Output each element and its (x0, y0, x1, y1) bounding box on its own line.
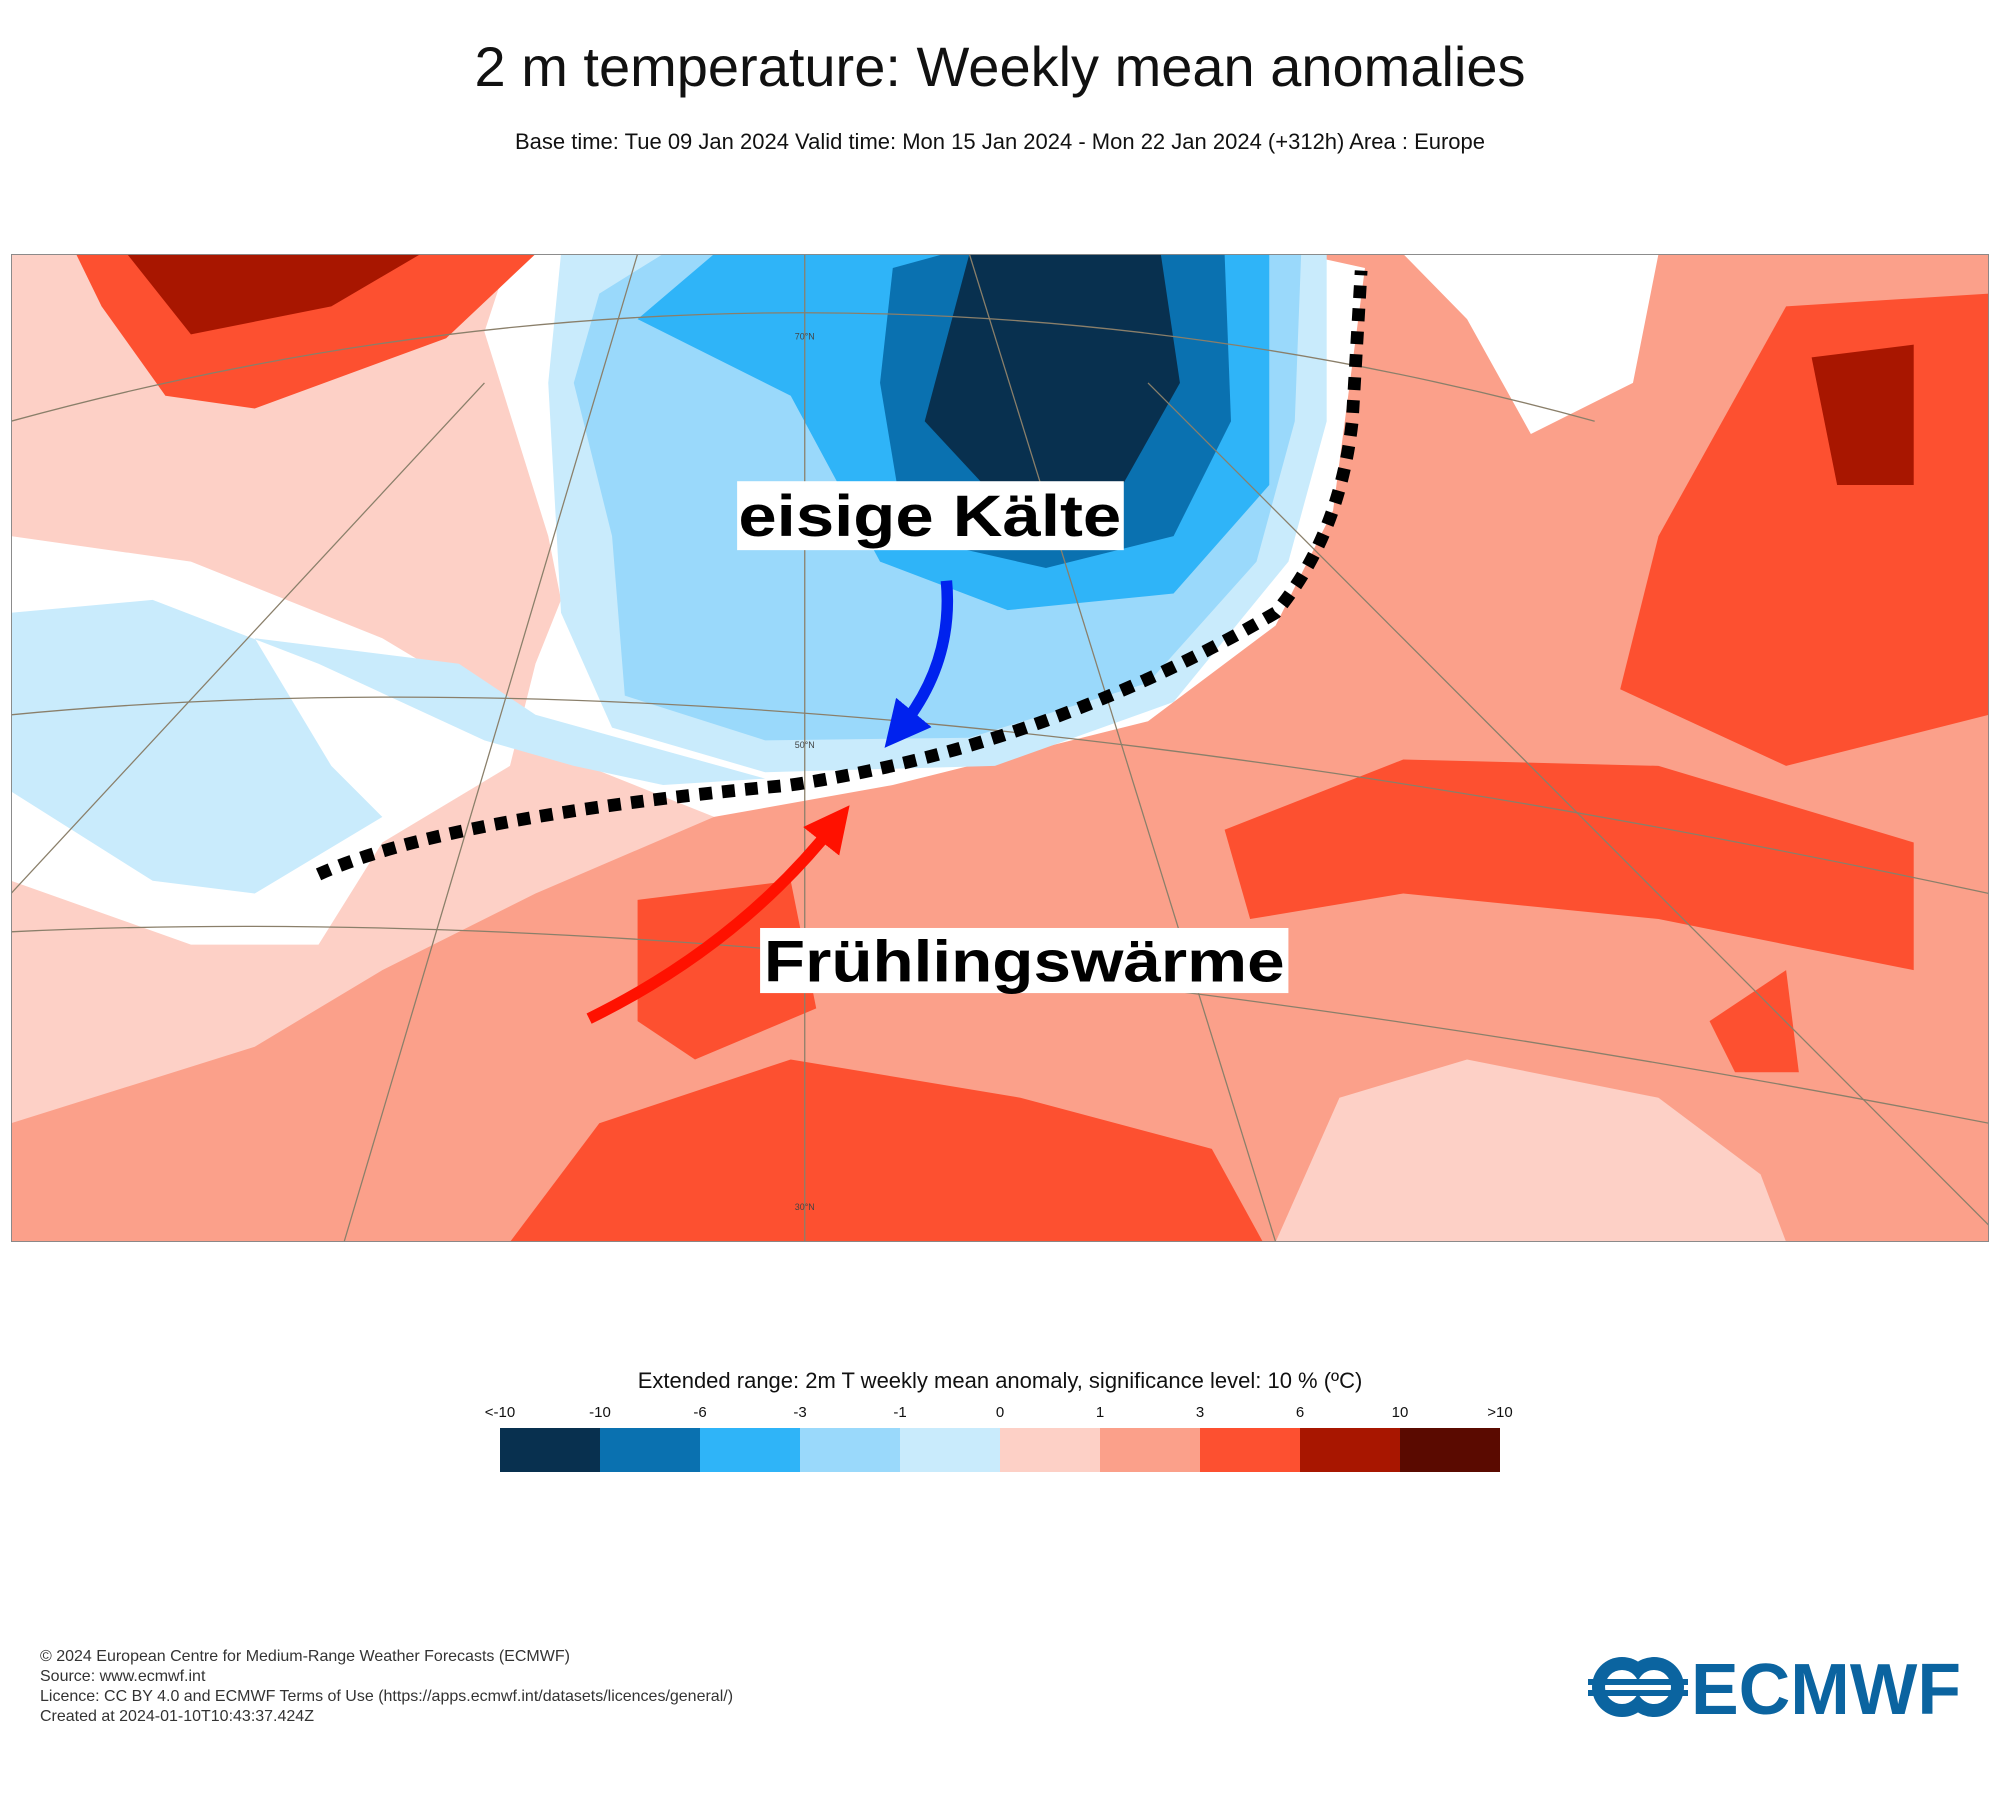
subtitle: Base time: Tue 09 Jan 2024 Valid time: M… (514, 129, 1486, 154)
logo-text: ECMWF (1691, 1652, 1961, 1730)
latitude-labels: 70°N 50°N 30°N (795, 332, 815, 1213)
footer-line: Source: www.ecmwf.int (40, 1668, 206, 1685)
legend-tick-label: -6 (693, 1404, 706, 1421)
anomaly-area (127, 254, 421, 335)
legend-swatch (700, 1428, 800, 1472)
map: 70°N 50°N 30°N eisige Kälte Frühlingswär… (11, 254, 1989, 1242)
legend-swatch (800, 1428, 900, 1472)
legend-tick-label: <-10 (485, 1404, 515, 1421)
footer: © 2024 European Centre for Medium-Range … (40, 1647, 733, 1727)
warm-arrow (586, 805, 850, 1024)
footer-line: Licence: CC BY 4.0 and ECMWF Terms of Us… (40, 1688, 734, 1705)
anomaly-area (637, 880, 817, 1060)
logo-icon (1588, 1657, 1688, 1717)
legend-swatch (500, 1428, 600, 1472)
legend-swatch (900, 1428, 1000, 1472)
annotation-box (737, 481, 1124, 551)
legend-tick-label: -1 (893, 1404, 906, 1421)
footer-line: Created at 2024-01-10T10:43:37.424Z (40, 1708, 314, 1725)
anomaly-area (1275, 1059, 1787, 1242)
legend-tick-label: -3 (793, 1404, 806, 1421)
legend-swatch (1200, 1428, 1300, 1472)
annotation: Frühlingswärme (764, 930, 1285, 995)
legend-title: Extended range: 2m T weekly mean anomaly… (638, 1368, 1363, 1393)
anomaly-area (1403, 254, 1659, 434)
latitude-label: 30°N (795, 1202, 815, 1212)
anomaly-area (1811, 344, 1914, 486)
legend-swatch (600, 1428, 700, 1472)
legend-swatch (1100, 1428, 1200, 1472)
annotation-box (760, 927, 1289, 994)
latitude-label: 70°N (795, 332, 815, 342)
legend-tick-label: 10 (1392, 1404, 1409, 1421)
cold-arrow (884, 580, 954, 748)
logo: ECMWF (1588, 1652, 1961, 1730)
anomaly-area (1709, 970, 1799, 1073)
anomaly-area (11, 599, 766, 894)
legend-swatch (1000, 1428, 1100, 1472)
legend-tick-label: 0 (996, 1404, 1004, 1421)
legend-swatch (1300, 1428, 1400, 1472)
latitude-label: 50°N (795, 740, 815, 750)
title: 2 m temperature: Weekly mean anomalies (474, 35, 1526, 98)
legend-tick-label: >10 (1487, 1404, 1512, 1421)
legend: Extended range: 2m T weekly mean anomaly… (485, 1368, 1513, 1472)
annotation: eisige Kälte (738, 484, 1121, 549)
legend-tick-label: 3 (1196, 1404, 1204, 1421)
boundary-line (315, 270, 1368, 881)
legend-tick-label: -10 (589, 1404, 611, 1421)
footer-line: © 2024 European Centre for Medium-Range … (40, 1648, 570, 1665)
legend-tick-label: 1 (1096, 1404, 1104, 1421)
legend-swatch (1400, 1428, 1500, 1472)
anomaly-area (1224, 759, 1914, 971)
anomaly-area (509, 1059, 1263, 1242)
legend-tick-label: 6 (1296, 1404, 1304, 1421)
